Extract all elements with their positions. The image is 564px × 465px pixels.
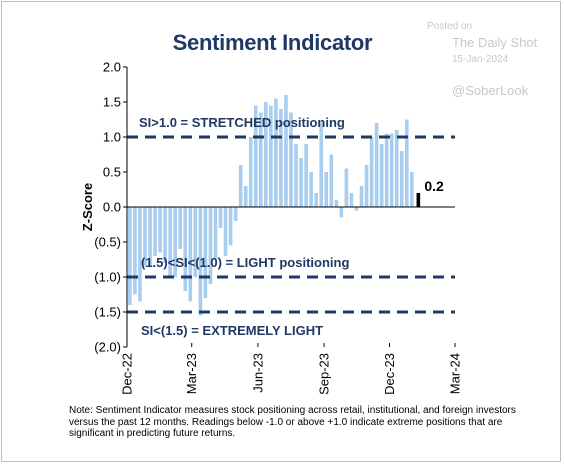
bar xyxy=(163,207,167,263)
bar xyxy=(223,207,228,256)
x-tick-label: Dec-23 xyxy=(382,353,397,395)
bar xyxy=(410,172,414,207)
bar xyxy=(364,165,369,207)
reference-line-label: SI<(1.5) = EXTREMELY LIGHT xyxy=(141,323,323,338)
bar xyxy=(243,186,248,207)
latest-value-label: 0.2 xyxy=(424,178,444,194)
bar xyxy=(188,207,193,302)
bar xyxy=(253,105,258,207)
bar xyxy=(148,207,152,267)
bar xyxy=(138,207,142,302)
bar xyxy=(228,207,233,246)
annotations: 0.2 xyxy=(416,178,444,207)
bar xyxy=(334,200,339,207)
x-tick-label: Jun-23 xyxy=(250,353,265,393)
bar xyxy=(354,207,359,211)
bar xyxy=(213,207,218,260)
axes xyxy=(126,67,455,347)
y-tick-labels: 2.0 1.5 1.0 0.5 0.0 (0.5) (1.0) (1.5) (2.0) xyxy=(94,60,127,355)
bar xyxy=(153,207,157,256)
bar xyxy=(264,102,268,207)
x-tick-label: Mar-23 xyxy=(184,353,199,394)
chart-title: Sentiment Indicator xyxy=(172,30,373,55)
bar xyxy=(168,207,172,277)
bar xyxy=(193,207,198,277)
bar xyxy=(389,133,394,207)
bar xyxy=(133,207,137,295)
reference-lines: SI>1.0 = STRETCHED positioning (1.5)<SI<(… xyxy=(127,115,455,338)
bar xyxy=(405,119,409,207)
bar xyxy=(198,207,203,316)
bar xyxy=(274,98,278,207)
bar xyxy=(208,207,213,284)
bar xyxy=(158,207,162,253)
bars-layer xyxy=(128,95,414,316)
bar xyxy=(379,144,384,207)
bar xyxy=(233,207,238,221)
watermark-source: The Daily Shot xyxy=(452,35,538,50)
y-tick-label: 1.5 xyxy=(103,95,121,110)
bar xyxy=(309,172,313,207)
watermark-date: 15-Jan-2024 xyxy=(452,54,509,65)
reference-line-label: (1.5)<SI<(1.0) = LIGHT positioning xyxy=(141,255,349,270)
bar xyxy=(294,144,298,207)
bar xyxy=(304,144,308,207)
y-tick-label: (0.5) xyxy=(94,235,121,250)
bar xyxy=(279,109,283,207)
bar xyxy=(269,105,273,207)
bar xyxy=(399,151,404,207)
bar xyxy=(374,123,379,207)
watermark-handle: @SoberLook xyxy=(452,83,529,98)
bar xyxy=(248,137,253,207)
bar xyxy=(329,154,334,207)
x-tick-label: Dec-22 xyxy=(120,353,135,395)
bar xyxy=(284,95,288,207)
bar xyxy=(394,130,399,207)
reference-line-label: SI>1.0 = STRETCHED positioning xyxy=(139,115,345,130)
bar xyxy=(299,158,303,207)
x-tick-label: Mar-24 xyxy=(448,353,463,394)
bar xyxy=(344,168,349,207)
y-axis-label: Z-Score xyxy=(80,183,95,231)
latest-value-bar xyxy=(416,193,421,207)
y-tick-label: (1.5) xyxy=(94,305,121,320)
bar xyxy=(178,207,183,249)
bar xyxy=(369,137,374,207)
footnote: Note: Sentiment Indicator measures stock… xyxy=(69,405,516,439)
bar xyxy=(218,207,223,228)
y-tick-label: 0.5 xyxy=(103,165,121,180)
bar xyxy=(289,112,293,207)
y-tick-label: 2.0 xyxy=(103,60,121,75)
y-tick-label: (1.0) xyxy=(94,270,121,285)
bar xyxy=(324,172,329,207)
bar xyxy=(128,207,132,305)
bar xyxy=(359,186,364,207)
bar xyxy=(143,207,147,267)
y-tick-label: 0.0 xyxy=(103,200,121,215)
bar xyxy=(173,207,177,277)
watermark-posted: Posted on xyxy=(427,21,473,32)
x-tick-labels: Dec-22 Mar-23 Jun-23 Sep-23 Dec-23 Mar-24 xyxy=(120,343,463,395)
bar xyxy=(183,207,188,291)
bar xyxy=(314,193,318,207)
bar xyxy=(319,123,324,207)
bar xyxy=(238,165,243,207)
bar xyxy=(258,112,263,207)
y-tick-label: (2.0) xyxy=(94,340,121,355)
bar xyxy=(203,207,208,298)
bar xyxy=(349,193,354,207)
y-tick-label: 1.0 xyxy=(103,130,121,145)
x-tick-label: Sep-23 xyxy=(317,353,332,395)
bar xyxy=(384,133,389,207)
bar xyxy=(339,207,344,218)
